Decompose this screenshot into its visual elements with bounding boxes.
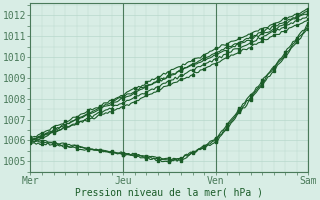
X-axis label: Pression niveau de la mer( hPa ): Pression niveau de la mer( hPa ) [76,187,263,197]
